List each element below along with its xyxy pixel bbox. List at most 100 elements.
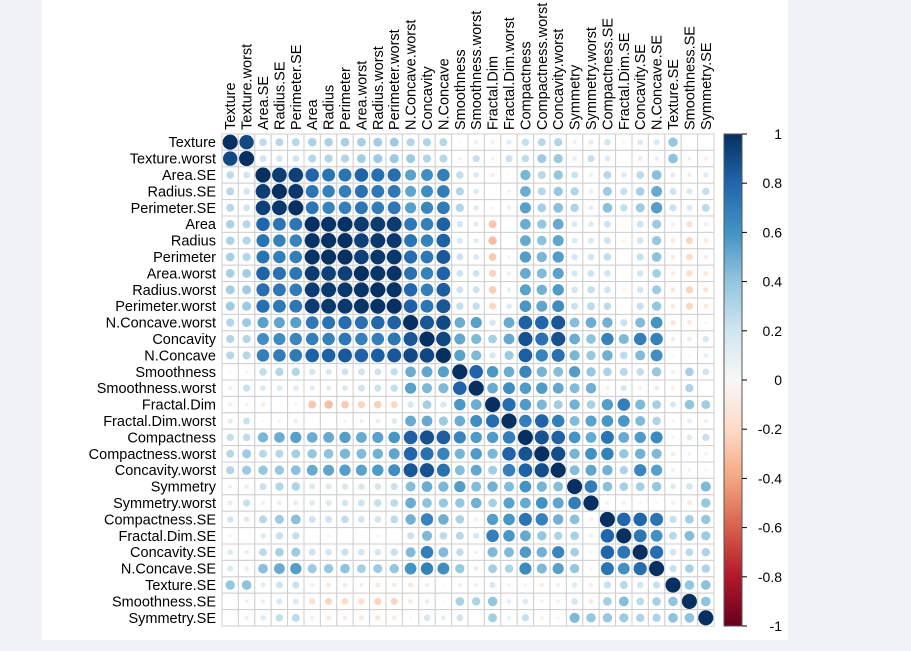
corr-circle [304,233,320,249]
corr-circle [488,236,497,245]
corr-circle [502,447,516,461]
corr-circle [260,615,266,621]
corr-circle [472,302,480,310]
corr-circle [536,481,547,492]
corr-circle [506,303,512,310]
corr-circle [670,172,676,178]
corr-circle [338,315,352,330]
corr-circle [587,269,595,277]
corr-circle [518,348,533,363]
corr-circle [404,217,417,231]
corr-circle [536,300,548,312]
corr-circle [551,446,566,461]
corr-circle [276,155,283,162]
corr-circle [571,302,579,310]
corr-circle [327,420,330,422]
column-label: Fractal.Dim.worst [502,17,518,130]
corr-circle [502,431,516,444]
corr-circle [420,545,434,559]
corr-circle [539,615,544,620]
corr-circle [522,598,529,605]
corr-circle [635,482,645,491]
corr-circle [275,367,284,376]
corr-circle [489,352,496,359]
corr-circle [636,237,644,244]
corr-circle [242,334,251,344]
corr-circle [534,463,549,478]
corr-circle [389,154,399,164]
corr-circle [701,498,711,508]
corr-circle [227,565,234,572]
corr-circle [518,315,533,330]
corr-circle [256,349,270,362]
corr-circle [588,533,594,538]
corr-circle [620,319,628,327]
corr-circle [703,172,709,178]
corr-circle [290,317,302,329]
corr-circle [354,168,369,182]
corr-circle [685,302,693,310]
corr-circle [520,218,531,230]
column-label: Perimeter.SE [289,44,305,130]
corr-circle [622,140,626,144]
corr-circle [309,598,316,605]
corr-circle [456,269,464,277]
corr-circle [419,430,435,445]
corr-circle [535,513,549,526]
corr-circle [636,171,645,179]
corr-circle [470,464,482,476]
corr-circle [537,219,547,229]
corr-circle [321,348,336,363]
corr-circle [275,138,284,147]
corr-circle [604,138,611,146]
corr-circle [304,298,320,314]
corr-circle [519,284,531,296]
corr-circle [405,185,417,197]
corr-circle [519,546,532,558]
column-label: Texture.worst [240,44,256,130]
corr-circle [291,367,300,376]
corr-circle [519,365,532,378]
corr-circle [436,266,451,281]
row-label: Symmetry.SE [128,611,216,627]
corr-circle [403,463,418,478]
corr-circle [226,203,235,212]
corr-circle [568,431,581,444]
corr-circle [670,238,676,243]
corr-circle [470,497,482,509]
corr-circle [292,155,300,162]
corr-circle [423,614,431,621]
corr-circle [571,598,578,605]
corr-circle [617,545,631,559]
corr-circle [633,332,647,346]
corr-circle [686,270,693,277]
corr-circle [588,598,594,604]
corr-circle [354,201,368,215]
corr-circle [687,172,692,178]
row-label: Area.SE [162,168,216,184]
corr-circle [634,431,646,444]
column-label: Smoothness.SE [682,26,698,130]
corr-circle [419,331,435,347]
corr-circle [290,562,302,575]
corr-circle [354,184,368,198]
corr-circle [260,599,266,604]
corr-circle [304,249,320,265]
corr-circle [422,138,432,147]
corr-circle [704,468,708,472]
corr-circle [360,534,363,537]
corr-circle [229,600,231,603]
corr-circle [255,184,271,199]
corr-circle [508,239,510,242]
corr-circle [291,482,300,491]
corr-circle [356,154,366,164]
corr-circle [518,512,532,526]
row-label: N.Concave [144,348,216,364]
row-label: Radius [171,234,216,250]
corr-circle [488,269,497,278]
corr-circle [326,582,331,588]
corr-circle [354,249,369,265]
corr-circle [488,253,497,261]
corr-circle [272,266,286,280]
corr-circle [519,414,532,428]
